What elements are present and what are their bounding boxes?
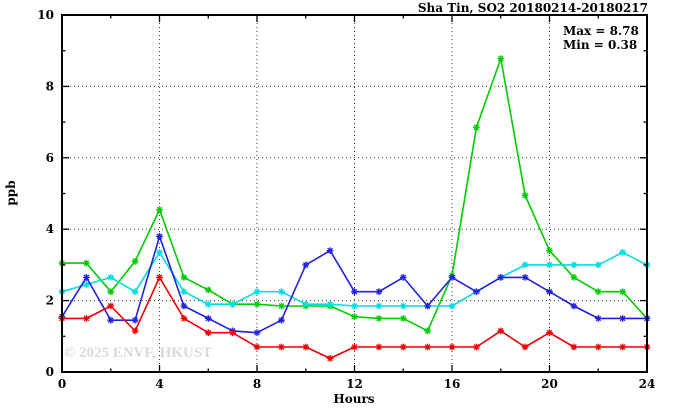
watermark: © 2025 ENVF, HKUST [64, 345, 212, 361]
y-tick-label: 0 [46, 365, 54, 379]
min-annotation: Min = 0.38 [563, 38, 637, 52]
x-tick-label: 8 [253, 377, 261, 391]
max-annotation: Max = 8.78 [563, 24, 639, 38]
x-tick-label: 12 [346, 377, 363, 391]
y-tick-label: 2 [46, 294, 54, 308]
x-tick-label: 4 [155, 377, 163, 391]
axis-layer [61, 14, 648, 373]
y-tick-label: 4 [46, 222, 54, 236]
x-tick-label: 20 [541, 377, 558, 391]
cyan-series [58, 249, 651, 310]
x-tick-label: 16 [444, 377, 461, 391]
y-tick-label: 10 [37, 8, 54, 22]
grid-layer [62, 15, 647, 372]
x-axis-label: Hours [333, 392, 374, 406]
y-axis-label: ppb [4, 180, 18, 205]
chart-title: Sha Tin, SO2 20180214-20180217 [418, 1, 648, 15]
y-tick-label: 6 [46, 151, 54, 165]
x-tick-label: 24 [639, 377, 656, 391]
y-tick-label: 8 [46, 79, 54, 93]
x-tick-label: 0 [58, 377, 66, 391]
